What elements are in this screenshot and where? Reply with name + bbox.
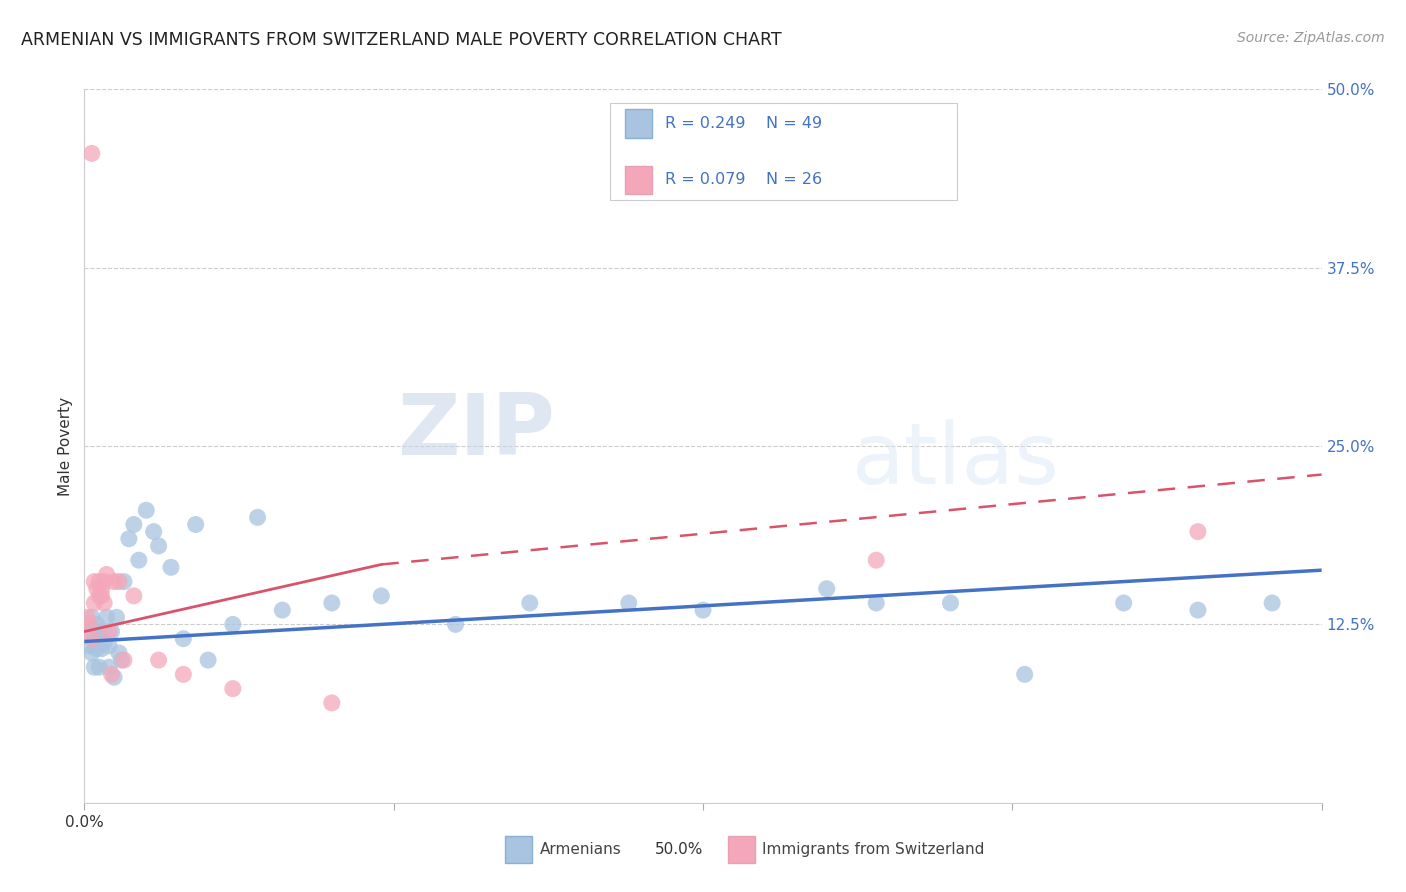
- Point: [93, 574, 115, 589]
- Bar: [728, 837, 755, 863]
- Point: [89, 574, 111, 589]
- Point: [86, 617, 108, 632]
- Text: ARMENIAN VS IMMIGRANTS FROM SWITZERLAND MALE POVERTY CORRELATION CHART: ARMENIAN VS IMMIGRANTS FROM SWITZERLAND …: [21, 31, 782, 49]
- Text: R = 0.079    N = 26: R = 0.079 N = 26: [665, 172, 821, 187]
- Point: [246, 510, 269, 524]
- Text: R = 0.249    N = 49: R = 0.249 N = 49: [665, 116, 821, 131]
- Point: [79, 639, 101, 653]
- Point: [90, 582, 112, 596]
- Text: Immigrants from Switzerland: Immigrants from Switzerland: [762, 842, 984, 857]
- Point: [90, 632, 112, 646]
- Point: [222, 617, 245, 632]
- Point: [172, 667, 194, 681]
- Point: [93, 596, 115, 610]
- Point: [370, 589, 392, 603]
- Point: [148, 653, 170, 667]
- Point: [222, 681, 245, 696]
- Point: [118, 532, 141, 546]
- Point: [90, 589, 112, 603]
- Point: [89, 589, 111, 603]
- Point: [80, 610, 103, 624]
- Point: [122, 589, 145, 603]
- Point: [617, 596, 640, 610]
- Point: [98, 639, 121, 653]
- Point: [86, 641, 108, 656]
- Point: [112, 574, 135, 589]
- Point: [142, 524, 165, 539]
- Point: [96, 567, 118, 582]
- Point: [519, 596, 541, 610]
- Point: [128, 553, 150, 567]
- Bar: [505, 837, 533, 863]
- Point: [112, 653, 135, 667]
- Point: [93, 636, 115, 650]
- Point: [1014, 667, 1036, 681]
- Point: [172, 632, 194, 646]
- Point: [79, 617, 101, 632]
- Point: [105, 610, 128, 624]
- Point: [692, 603, 714, 617]
- FancyBboxPatch shape: [610, 103, 956, 200]
- Point: [1261, 596, 1284, 610]
- Point: [90, 641, 112, 656]
- Point: [96, 610, 118, 624]
- Point: [110, 653, 132, 667]
- Y-axis label: Male Poverty: Male Poverty: [58, 396, 73, 496]
- Point: [1187, 603, 1209, 617]
- Point: [103, 574, 125, 589]
- Point: [103, 670, 125, 684]
- Text: Source: ZipAtlas.com: Source: ZipAtlas.com: [1237, 31, 1385, 45]
- Point: [1187, 524, 1209, 539]
- Point: [865, 596, 887, 610]
- Text: Armenians: Armenians: [540, 842, 621, 857]
- Point: [86, 582, 108, 596]
- Point: [197, 653, 219, 667]
- Point: [815, 582, 838, 596]
- Point: [148, 539, 170, 553]
- Point: [83, 660, 105, 674]
- Point: [76, 627, 98, 641]
- Point: [271, 603, 294, 617]
- Point: [122, 517, 145, 532]
- Point: [98, 660, 121, 674]
- Point: [76, 610, 98, 624]
- Point: [98, 624, 121, 639]
- Text: ZIP: ZIP: [396, 390, 554, 474]
- Point: [184, 517, 207, 532]
- Point: [80, 632, 103, 646]
- Point: [321, 696, 343, 710]
- Point: [80, 646, 103, 660]
- Point: [1112, 596, 1135, 610]
- Point: [100, 624, 122, 639]
- Point: [321, 596, 343, 610]
- Text: atlas: atlas: [852, 418, 1060, 502]
- Point: [89, 624, 111, 639]
- Bar: [626, 166, 652, 194]
- Point: [100, 667, 122, 681]
- Point: [79, 617, 101, 632]
- Point: [444, 617, 467, 632]
- Text: 50.0%: 50.0%: [655, 842, 703, 857]
- Point: [89, 660, 111, 674]
- Point: [83, 574, 105, 589]
- Point: [83, 632, 105, 646]
- Point: [865, 553, 887, 567]
- Point: [80, 146, 103, 161]
- Point: [160, 560, 183, 574]
- Bar: [626, 109, 652, 137]
- Point: [108, 646, 131, 660]
- Point: [135, 503, 157, 517]
- Point: [108, 574, 131, 589]
- Point: [83, 596, 105, 610]
- Point: [939, 596, 962, 610]
